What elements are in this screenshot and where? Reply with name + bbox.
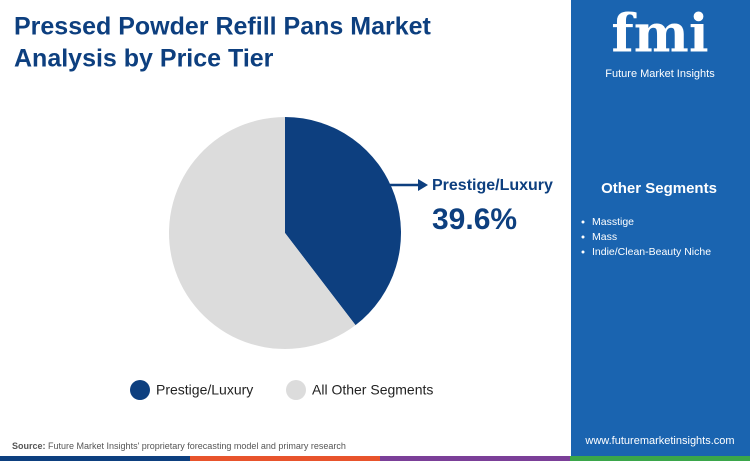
pie-slice bbox=[169, 117, 356, 349]
chart-title: Pressed Powder Refill Pans Market bbox=[14, 13, 432, 41]
pie: Prestige/Luxury 39.6% Prestige/Luxury All O… bbox=[130, 117, 553, 400]
callout-value: 39.6% bbox=[432, 203, 517, 236]
logo-mark: fmi bbox=[611, 4, 708, 65]
logo-name: Future Market Insights bbox=[605, 68, 715, 80]
stripe bbox=[380, 456, 570, 461]
sidebar-item: Masstige bbox=[592, 216, 634, 228]
sidebar-item: Indie/Clean-Beauty Niche bbox=[592, 246, 711, 258]
stripe bbox=[570, 456, 750, 461]
bottom-stripe bbox=[0, 456, 750, 461]
source-text: Future Market Insights' proprietary fore… bbox=[48, 441, 346, 451]
legend-swatch bbox=[286, 380, 306, 400]
website: www.futuremarketinsights.com bbox=[584, 435, 734, 447]
source-label: Source: bbox=[12, 441, 46, 451]
sidebar-panel bbox=[571, 0, 750, 461]
legend-label: Prestige/Luxury bbox=[156, 382, 253, 398]
sidebar-item: Mass bbox=[592, 231, 617, 243]
callout-label: Prestige/Luxury bbox=[432, 177, 553, 194]
legend-label: All Other Segments bbox=[312, 382, 433, 398]
stripe bbox=[0, 456, 190, 461]
sidebar-list: Masstige Mass Indie/Clean-Beauty Niche bbox=[581, 216, 711, 258]
sidebar-title: Other Segments bbox=[601, 180, 717, 197]
bullet bbox=[581, 235, 585, 239]
source: Source: Future Market Insights' propriet… bbox=[12, 441, 346, 451]
legend-swatch bbox=[130, 380, 150, 400]
chart-title: Analysis by Price Tier bbox=[14, 45, 274, 73]
pie-slice bbox=[285, 117, 401, 326]
callout-arrowhead bbox=[418, 179, 428, 191]
bullet bbox=[581, 220, 585, 224]
stripe bbox=[190, 456, 380, 461]
bullet bbox=[581, 250, 585, 254]
